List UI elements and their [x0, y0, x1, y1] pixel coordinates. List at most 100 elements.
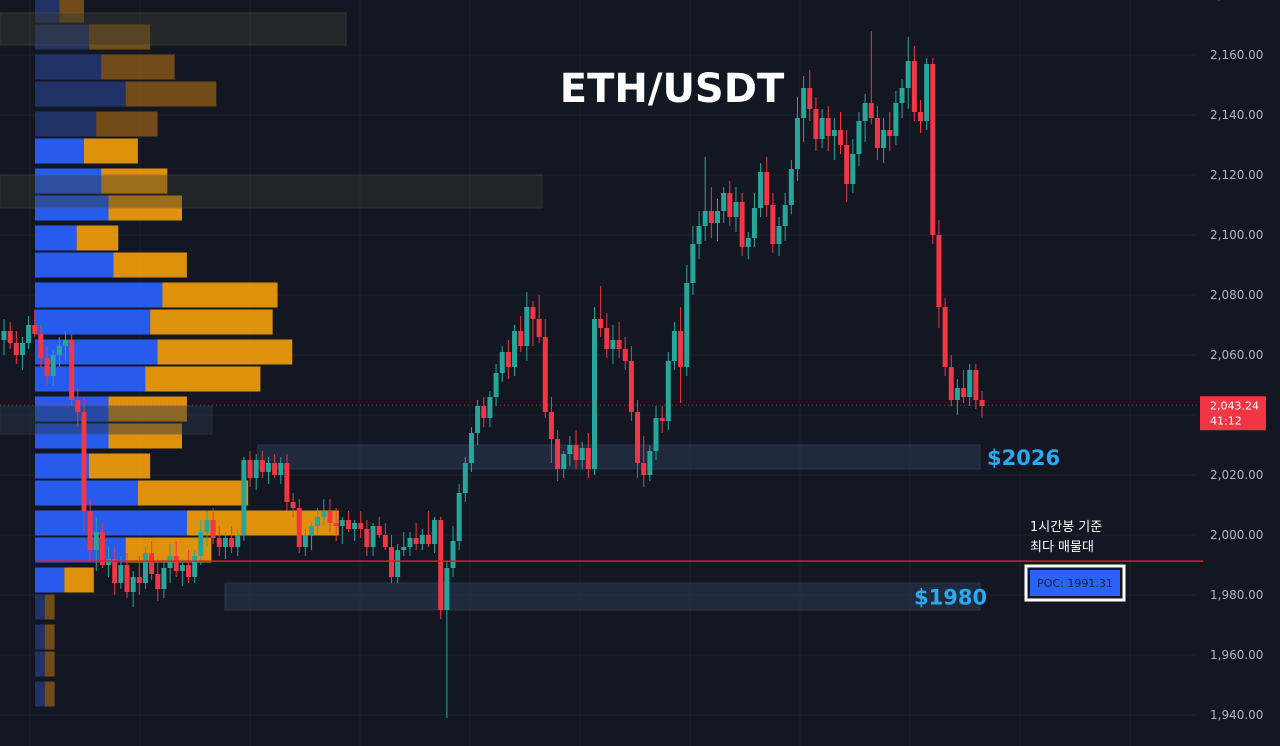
candle-body-up	[671, 331, 677, 361]
candle-body-down	[481, 406, 487, 418]
volume-buy-bar	[35, 225, 77, 251]
candle-body-up	[419, 535, 425, 544]
volume-sell-bar	[44, 624, 55, 650]
price-tick-label: 2,060.00	[1210, 348, 1263, 362]
candle-body-down	[635, 412, 641, 463]
price-tick-label: 1,960.00	[1210, 648, 1263, 662]
volume-sell-bar	[96, 111, 158, 137]
candle-body-up	[512, 331, 518, 367]
candle-body-down	[573, 445, 579, 460]
candle-body-down	[604, 328, 610, 349]
candle-body-up	[241, 460, 247, 535]
candle-body-down	[641, 463, 647, 475]
high-volume-node-range	[0, 174, 543, 209]
resistance-zone	[257, 444, 981, 470]
candle-body-down	[229, 538, 235, 547]
candle-body-up	[665, 361, 671, 421]
candle-body-up	[26, 325, 32, 343]
candle-body-up	[278, 463, 284, 475]
volume-sell-bar	[113, 252, 187, 278]
candle-body-up	[339, 520, 345, 526]
volume-buy-bar	[35, 681, 45, 707]
candle-body-down	[536, 319, 542, 337]
candle-body-up	[856, 121, 862, 154]
candle-body-down	[979, 400, 985, 406]
candle-body-up	[63, 340, 69, 346]
candle-body-up	[222, 538, 228, 547]
candle-body-up	[702, 211, 708, 226]
volume-buy-bar	[35, 282, 163, 308]
volume-buy-bar	[35, 81, 126, 107]
candle-body-down	[358, 523, 364, 529]
candle-body-down	[548, 412, 554, 439]
volume-sell-bar	[44, 594, 55, 620]
candle-body-up	[499, 352, 505, 373]
volume-sell-bar	[108, 195, 182, 221]
candle-body-up	[309, 526, 315, 535]
volume-buy-bar	[35, 138, 84, 164]
price-tick-label: 2,100.00	[1210, 228, 1263, 242]
volume-sell-bar	[44, 651, 55, 677]
candle-body-up	[721, 193, 727, 211]
candle-body-down	[259, 460, 265, 472]
volume-sell-bar	[88, 24, 151, 50]
candle-body-up	[253, 460, 259, 478]
candle-body-up	[130, 577, 136, 592]
candle-body-down	[844, 145, 850, 184]
price-tick-label: 1,980.00	[1210, 588, 1263, 602]
candle-body-up	[395, 550, 401, 577]
volume-sell-bar	[145, 366, 261, 392]
candle-body-down	[942, 307, 948, 367]
candle-body-up	[1, 331, 7, 340]
volume-buy-bar	[35, 54, 102, 80]
candle-body-up	[493, 373, 499, 397]
candle-body-down	[32, 325, 38, 334]
candle-body-down	[75, 400, 81, 412]
candle-body-up	[19, 343, 25, 355]
candle-body-up	[794, 118, 800, 169]
candle-body-up	[684, 283, 690, 367]
volume-buy-bar	[35, 252, 114, 278]
volume-sell-bar	[59, 0, 84, 23]
candle-body-down	[659, 418, 665, 421]
candle-body-up	[745, 238, 751, 247]
candle-body-down	[186, 565, 192, 577]
candle-body-up	[905, 61, 911, 88]
candle-body-up	[850, 154, 856, 184]
candle-body-up	[204, 520, 210, 532]
candle-body-down	[838, 130, 844, 145]
volume-buy-bar	[35, 453, 89, 479]
candle-body-down	[13, 343, 19, 355]
candle-body-up	[733, 202, 739, 217]
candle-body-up	[370, 526, 376, 547]
candle-body-down	[38, 334, 44, 358]
candle-body-up	[899, 88, 905, 103]
candle-body-down	[727, 193, 733, 217]
candle-body-up	[782, 205, 788, 226]
candle-body-down	[296, 508, 302, 547]
candle-body-up	[579, 448, 585, 460]
candle-body-up	[93, 532, 99, 550]
candle-body-up	[142, 553, 148, 583]
poc-annotation: 1시간봉 기준 최다 매물대 POC: 1991.31	[1024, 520, 1126, 602]
volume-buy-bar	[35, 195, 109, 221]
high-volume-node-range	[0, 12, 347, 46]
volume-sell-bar	[108, 396, 187, 422]
candle-body-down	[81, 412, 87, 511]
volume-buy-bar	[35, 309, 151, 335]
candle-body-up	[653, 418, 659, 451]
candle-body-down	[930, 64, 936, 235]
candle-body-down	[948, 367, 954, 400]
volume-buy-bar	[35, 24, 89, 50]
candle-body-down	[616, 340, 622, 349]
candle-body-up	[235, 535, 241, 547]
support-zone	[224, 582, 981, 611]
candle-body-up	[862, 103, 868, 121]
candle-body-up	[893, 103, 899, 136]
price-axis[interactable]: 1,940.00 1,960.00 1,980.00 2,000.00 2,020.00…	[1200, 0, 1266, 722]
candle-body-up	[50, 355, 56, 376]
volume-buy-bar	[35, 111, 97, 137]
volume-sell-bar	[137, 480, 249, 506]
poc-label-frame	[1024, 564, 1126, 602]
